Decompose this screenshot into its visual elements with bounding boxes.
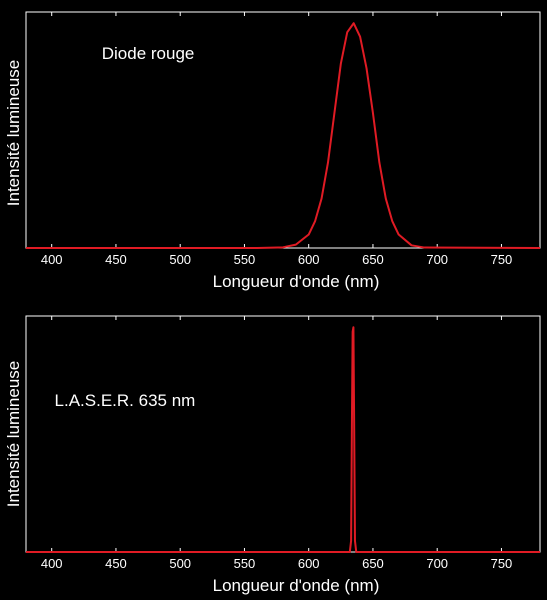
spectrum-line (26, 22, 541, 249)
x-tick-label: 400 (41, 556, 63, 571)
x-tick-label: 750 (491, 252, 513, 267)
annotation-label: L.A.S.E.R. 635 nm (55, 391, 196, 410)
x-tick-label: 650 (362, 252, 384, 267)
x-tick-label: 600 (298, 252, 320, 267)
x-axis-label: Longueur d'onde (nm) (213, 576, 380, 595)
x-tick-label: 700 (426, 556, 448, 571)
x-tick-label: 400 (41, 252, 63, 267)
x-tick-label: 650 (362, 556, 384, 571)
spectrum-line (26, 326, 540, 553)
x-axis-ticks: 400 450 500 550 600 650 700 750 (41, 12, 512, 267)
x-tick-label: 550 (234, 252, 256, 267)
x-tick-label: 500 (169, 556, 191, 571)
annotation-label: Diode rouge (102, 44, 195, 63)
x-tick-label: 550 (234, 556, 256, 571)
x-tick-label: 450 (105, 556, 127, 571)
x-axis-label: Longueur d'onde (nm) (213, 272, 380, 291)
y-axis-label: Intensité lumineuse (4, 60, 23, 206)
x-tick-label: 500 (169, 252, 191, 267)
y-axis-label: Intensité lumineuse (4, 361, 23, 507)
led-spectrum-chart: Intensité lumineuse 400 450 500 550 600 650 70… (4, 11, 541, 291)
x-tick-label: 450 (105, 252, 127, 267)
x-tick-label: 700 (426, 252, 448, 267)
laser-spectrum-chart: Intensité lumineuse 400 450 500 550 600 650 70… (4, 315, 541, 595)
x-tick-label: 750 (491, 556, 513, 571)
x-axis-ticks: 400 450 500 550 600 650 700 750 (41, 316, 512, 571)
x-tick-label: 600 (298, 556, 320, 571)
